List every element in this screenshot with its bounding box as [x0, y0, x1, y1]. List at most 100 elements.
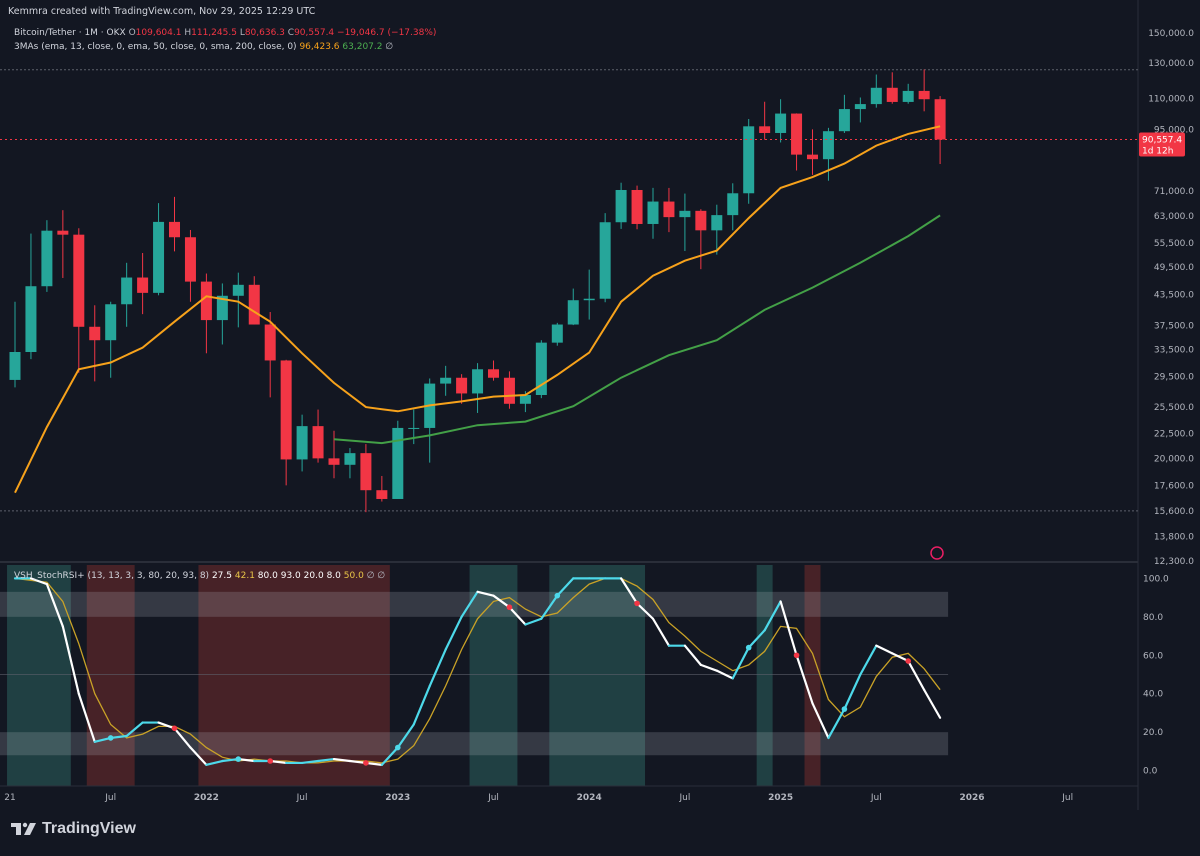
price-tick-label: 29,500.0 [1154, 372, 1194, 382]
candle [918, 69, 930, 112]
stochrsi-k-segment [428, 648, 447, 688]
ema13-value: 96,423.6 [299, 42, 340, 52]
osc-tick-label: 80.0 [1143, 613, 1163, 623]
candle [392, 420, 404, 499]
candle-body [727, 193, 739, 216]
price-tick-label: 150,000.0 [1148, 29, 1194, 39]
osc-label[interactable]: VSH_StochRSI+ (13, 13, 3, 3, 80, 20, 93,… [14, 571, 210, 581]
stochrsi-k-segment [747, 629, 766, 649]
stochrsi-k-segment [763, 600, 782, 632]
tradingview-logo: TradingView [10, 820, 136, 838]
candle [57, 210, 69, 278]
osc-ob-value: 80.0 [257, 571, 278, 581]
price-tick-label: 20,000.0 [1154, 454, 1194, 464]
candle [153, 203, 165, 296]
candle [440, 365, 452, 396]
candle-body [328, 458, 340, 465]
candle-body [169, 221, 180, 238]
candle [679, 193, 691, 252]
candle [775, 99, 787, 143]
candle-body [312, 426, 324, 459]
stochrsi-k-segment [301, 759, 320, 765]
candle [759, 101, 771, 140]
bear-zone [198, 565, 390, 786]
price-tick-label: 13,800.0 [1154, 533, 1194, 543]
candle-body [535, 342, 547, 396]
stochrsi-k-segment [460, 590, 479, 618]
candle [105, 301, 117, 378]
candle-body [184, 237, 196, 282]
stochrsi-k-segment [412, 684, 431, 726]
tradingview-logo-text: TradingView [42, 820, 136, 837]
candle-body [886, 87, 898, 102]
candle-body [838, 109, 850, 132]
stochrsi-k-segment [891, 652, 910, 663]
candle [567, 288, 579, 326]
symbol-label[interactable]: Bitcoin/Tether · 1M · OKX [14, 28, 126, 38]
stochrsi-k-segment [524, 617, 543, 626]
stochrsi-k-segment [715, 669, 734, 680]
last-price-tag-countdown: 1d 12h [1142, 147, 1173, 157]
candle-body [663, 201, 675, 218]
candle-body [631, 189, 643, 224]
flash-icon [930, 546, 944, 560]
stochrsi-k-segment [332, 757, 352, 763]
osc-extra-value: ∅ ∅ [366, 571, 386, 581]
stochrsi-k-segment [508, 606, 527, 626]
time-tick-label: Jul [678, 793, 690, 803]
candle [791, 113, 803, 171]
oversold-band [0, 732, 949, 756]
candle [488, 360, 499, 381]
stochrsi-k-segment [859, 644, 878, 676]
price-tick-label: 63,000.0 [1154, 212, 1194, 222]
time-tick-label: Jul [487, 793, 499, 803]
candle-body [615, 189, 627, 223]
candle-body [408, 427, 420, 429]
osc-k-value: 27.5 [211, 571, 232, 581]
open-value: 109,604.1 [135, 28, 182, 38]
candle-body [344, 453, 356, 465]
stochrsi-k-segment [189, 746, 208, 766]
price-tick-label: 22,500.0 [1154, 429, 1194, 439]
bear-cross-marker [171, 725, 178, 732]
candle-body [599, 222, 611, 299]
stochrsi-k-segment [731, 646, 750, 680]
stochrsi-k-segment [556, 577, 575, 597]
ma-legend: 3MAs (ema, 13, close, 0, ema, 50, close,… [14, 42, 393, 52]
price-tick-label: 110,000.0 [1148, 94, 1194, 104]
candle [727, 183, 739, 231]
candle [807, 129, 818, 175]
ma-label[interactable]: 3MAs (ema, 13, close, 0, ema, 50, close,… [14, 42, 297, 52]
candle [137, 253, 149, 315]
sma200-value: ∅ [385, 42, 394, 52]
bear-cross-marker [363, 760, 369, 766]
candle-body [567, 300, 579, 325]
osc-tick-label: 0.0 [1143, 767, 1158, 777]
candle-body [25, 286, 37, 353]
time-tick-label: Jul [870, 793, 882, 803]
high-label: H [184, 28, 192, 38]
candle-body [472, 369, 484, 394]
stochrsi-k-segment [45, 583, 64, 628]
osc-tick-label: 60.0 [1143, 651, 1163, 661]
candle-body [488, 369, 499, 378]
stochrsi-k-segment [827, 708, 846, 740]
bull-zone [549, 565, 646, 786]
last-price-tag-value: 90,557.4 [1142, 136, 1182, 146]
bull-cross-marker [395, 744, 401, 751]
candle-body [519, 395, 531, 404]
candle-body [711, 215, 723, 231]
candle-body [695, 210, 707, 231]
candle [902, 83, 914, 104]
price-tick-label: 15,600.0 [1154, 507, 1194, 517]
candle [121, 262, 133, 327]
candle [184, 229, 196, 302]
candle-body [392, 427, 404, 499]
candle [551, 322, 563, 346]
tradingview-logo-icon [11, 822, 36, 835]
price-tick-label: 55,500.0 [1154, 239, 1194, 249]
candle-body [551, 324, 563, 343]
stochrsi-k-segment [476, 590, 495, 597]
osc-tick-label: 20.0 [1143, 728, 1163, 738]
